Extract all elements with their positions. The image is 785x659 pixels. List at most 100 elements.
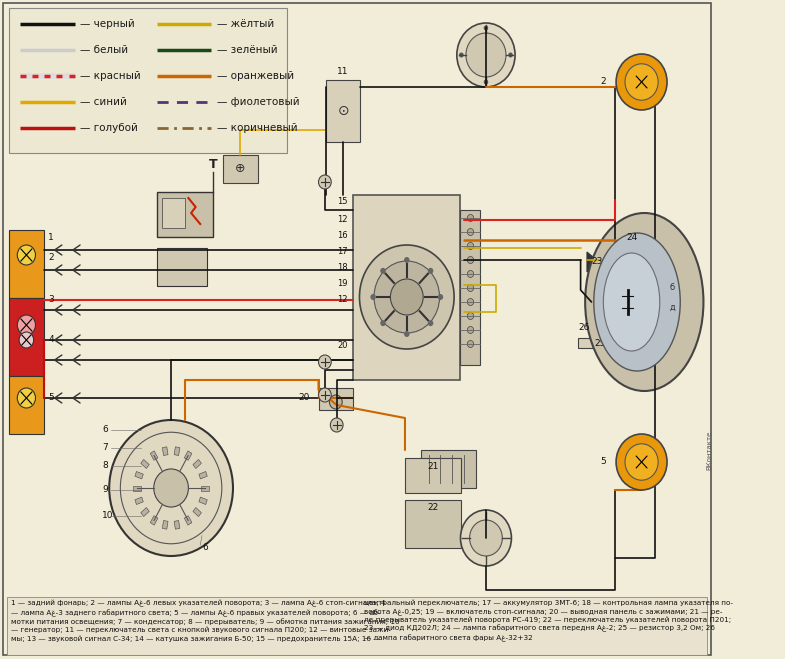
Text: 2: 2 [48, 254, 54, 262]
Bar [422, 450, 476, 488]
Text: — синий: — синий [80, 97, 127, 107]
Circle shape [330, 395, 342, 409]
Circle shape [380, 320, 385, 326]
Bar [193, 459, 202, 469]
Circle shape [457, 23, 515, 87]
Ellipse shape [585, 213, 703, 391]
Text: 5: 5 [48, 393, 54, 403]
Bar [135, 471, 144, 479]
Bar [156, 192, 213, 237]
Text: 20: 20 [298, 393, 309, 403]
Bar [9, 230, 44, 298]
Bar [199, 471, 207, 479]
Circle shape [467, 270, 473, 277]
Circle shape [428, 320, 433, 326]
Circle shape [17, 388, 35, 408]
Bar [162, 198, 184, 228]
Circle shape [390, 279, 423, 315]
Text: T: T [209, 159, 217, 171]
Circle shape [508, 53, 513, 57]
Bar [133, 486, 141, 490]
Bar [9, 8, 287, 153]
Text: ⊙: ⊙ [338, 104, 349, 118]
Circle shape [467, 243, 473, 250]
Bar [202, 486, 209, 490]
Circle shape [467, 299, 473, 306]
Text: ⊕: ⊕ [235, 163, 246, 175]
Text: 17: 17 [337, 248, 348, 256]
Text: б: б [670, 283, 675, 292]
Ellipse shape [604, 253, 659, 351]
Text: 15: 15 [337, 198, 348, 206]
Text: — оранжевый: — оранжевый [217, 71, 294, 81]
Circle shape [459, 53, 464, 57]
Bar [353, 195, 461, 380]
Text: 2: 2 [601, 78, 606, 86]
Circle shape [616, 434, 667, 490]
Circle shape [404, 257, 410, 263]
Text: 24: 24 [626, 233, 637, 242]
Circle shape [319, 355, 331, 369]
Text: — белый: — белый [80, 45, 128, 55]
Bar [184, 451, 192, 461]
Circle shape [467, 326, 473, 333]
Circle shape [467, 285, 473, 291]
Circle shape [360, 245, 454, 349]
Circle shape [466, 33, 506, 77]
Circle shape [616, 54, 667, 110]
Circle shape [625, 64, 658, 100]
Text: 25: 25 [594, 339, 605, 347]
Bar [9, 376, 44, 434]
Bar [319, 388, 353, 410]
Text: 5: 5 [601, 457, 606, 467]
Text: 19: 19 [337, 279, 348, 289]
Text: 6: 6 [202, 544, 207, 552]
Text: 23: 23 [592, 258, 603, 266]
Circle shape [371, 294, 376, 300]
Bar [135, 497, 144, 505]
Text: 9: 9 [102, 486, 108, 494]
Text: 12: 12 [337, 295, 348, 304]
Bar [326, 80, 360, 142]
Bar [150, 516, 158, 525]
Bar [405, 458, 462, 493]
Circle shape [467, 312, 473, 320]
Circle shape [467, 341, 473, 347]
Text: 4: 4 [48, 335, 54, 345]
Text: 21: 21 [428, 462, 439, 471]
Text: 1: 1 [48, 233, 54, 241]
Text: 16: 16 [337, 231, 348, 241]
Circle shape [484, 80, 488, 84]
Bar [174, 521, 180, 529]
Circle shape [469, 520, 502, 556]
Text: д: д [670, 303, 676, 312]
Text: 12: 12 [337, 215, 348, 225]
Circle shape [19, 332, 34, 348]
Text: — жёлтый: — жёлтый [217, 19, 274, 29]
Circle shape [404, 331, 410, 337]
Bar [7, 597, 707, 655]
Circle shape [461, 510, 512, 566]
Bar [184, 516, 192, 525]
Text: 11: 11 [338, 67, 349, 76]
Circle shape [467, 229, 473, 235]
Bar [162, 447, 168, 455]
Text: 6: 6 [102, 426, 108, 434]
Bar [199, 497, 207, 505]
Bar [578, 338, 594, 348]
Circle shape [154, 469, 188, 507]
Bar [193, 507, 202, 517]
Bar [461, 210, 480, 365]
Text: — фиолетовый: — фиолетовый [217, 97, 299, 107]
Bar [141, 507, 149, 517]
Bar [162, 521, 168, 529]
Circle shape [625, 444, 658, 480]
Text: 18: 18 [337, 264, 348, 273]
Text: — черный: — черный [80, 19, 135, 29]
Text: 3: 3 [48, 295, 54, 304]
Circle shape [467, 214, 473, 221]
Circle shape [484, 26, 488, 30]
Bar [174, 447, 180, 455]
Circle shape [374, 261, 440, 333]
Text: — коричневый: — коричневый [217, 123, 298, 133]
